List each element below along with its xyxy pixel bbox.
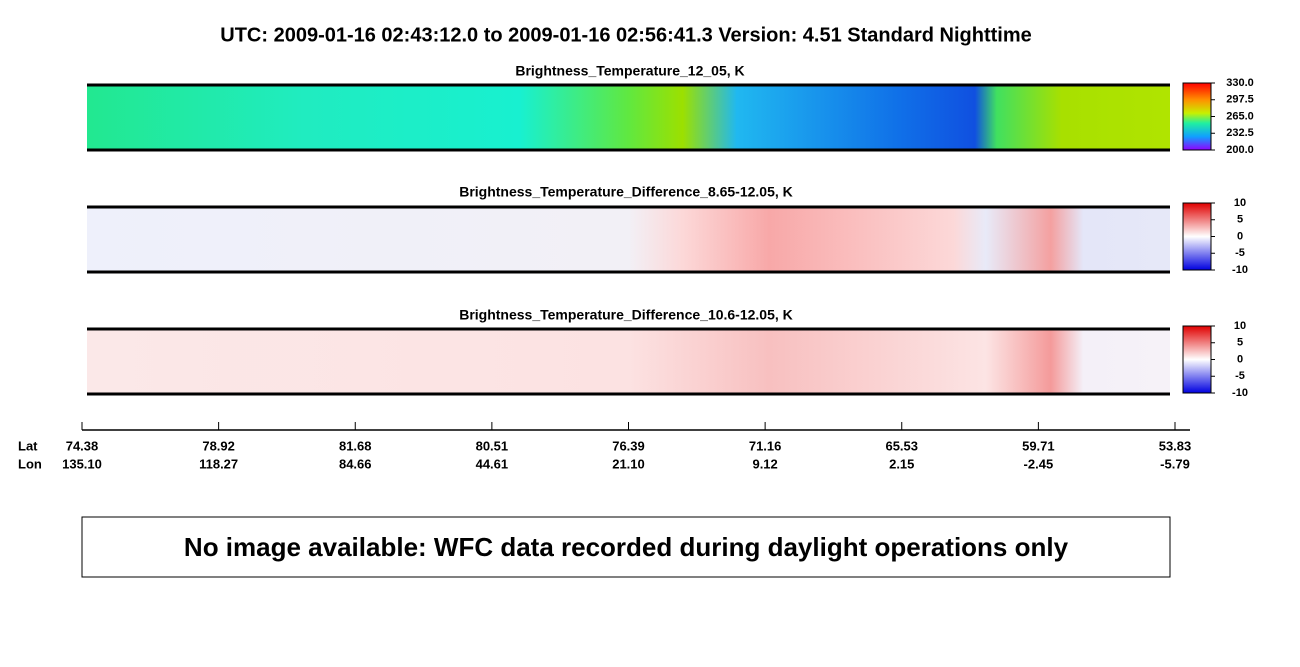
lon-label: 2.15 xyxy=(889,456,914,471)
lon-label: -2.45 xyxy=(1024,456,1054,471)
colorbar-label: 232.5 xyxy=(1226,127,1254,139)
notice-box xyxy=(81,516,1171,578)
lat-label: 59.71 xyxy=(1022,438,1055,453)
colorbar-label: -5 xyxy=(1235,370,1245,382)
lon-label: -5.79 xyxy=(1160,456,1190,471)
lat-label: 81.68 xyxy=(339,438,372,453)
panel-title: Brightness_Temperature_Difference_8.65-1… xyxy=(459,184,793,200)
colorbar xyxy=(1182,82,1212,151)
lon-label: 84.66 xyxy=(339,456,372,471)
axis-label: Lat xyxy=(18,438,38,453)
colorbar-label: 330.0 xyxy=(1226,77,1254,89)
colorbar-label: -10 xyxy=(1232,264,1248,276)
lon-label: 9.12 xyxy=(752,456,777,471)
lat-label: 80.51 xyxy=(476,438,509,453)
image-strip xyxy=(87,207,1170,272)
panel-title: Brightness_Temperature_12_05, K xyxy=(515,63,744,79)
lon-label: 118.27 xyxy=(199,456,238,471)
lat-label: 53.83 xyxy=(1159,438,1192,453)
lat-label: 78.92 xyxy=(202,438,235,453)
colorbar-label: 265.0 xyxy=(1226,110,1254,122)
lon-label: 21.10 xyxy=(612,456,645,471)
colorbar xyxy=(1182,325,1212,394)
lon-label: 44.61 xyxy=(476,456,509,471)
lat-label: 65.53 xyxy=(885,438,918,453)
colorbar-label: 0 xyxy=(1237,230,1243,242)
colorbar-label: 10 xyxy=(1234,197,1246,209)
colorbar-label: 5 xyxy=(1237,214,1243,226)
lat-label: 76.39 xyxy=(612,438,645,453)
colorbar-label: -10 xyxy=(1232,387,1248,399)
colorbar-label: 0 xyxy=(1237,353,1243,365)
title: UTC: 2009-01-16 02:43:12.0 to 2009-01-16… xyxy=(220,24,1031,46)
colorbar-label: 200.0 xyxy=(1226,144,1254,156)
colorbar-label: 297.5 xyxy=(1226,94,1254,106)
axis-label: Lon xyxy=(18,456,42,471)
notice: No image available: WFC data recorded du… xyxy=(184,532,1069,562)
lat-label: 74.38 xyxy=(66,438,99,453)
colorbar-label: 5 xyxy=(1237,337,1243,349)
panel-title: Brightness_Temperature_Difference_10.6-1… xyxy=(459,307,793,323)
image-strip xyxy=(87,329,1170,394)
lat-label: 71.16 xyxy=(749,438,782,453)
colorbar-label: -5 xyxy=(1235,247,1245,259)
image-strip xyxy=(87,85,1170,150)
strip-borders xyxy=(87,83,1170,396)
colorbar xyxy=(1182,202,1212,271)
colorbar-label: 10 xyxy=(1234,320,1246,332)
lon-label: 135.10 xyxy=(62,456,102,471)
